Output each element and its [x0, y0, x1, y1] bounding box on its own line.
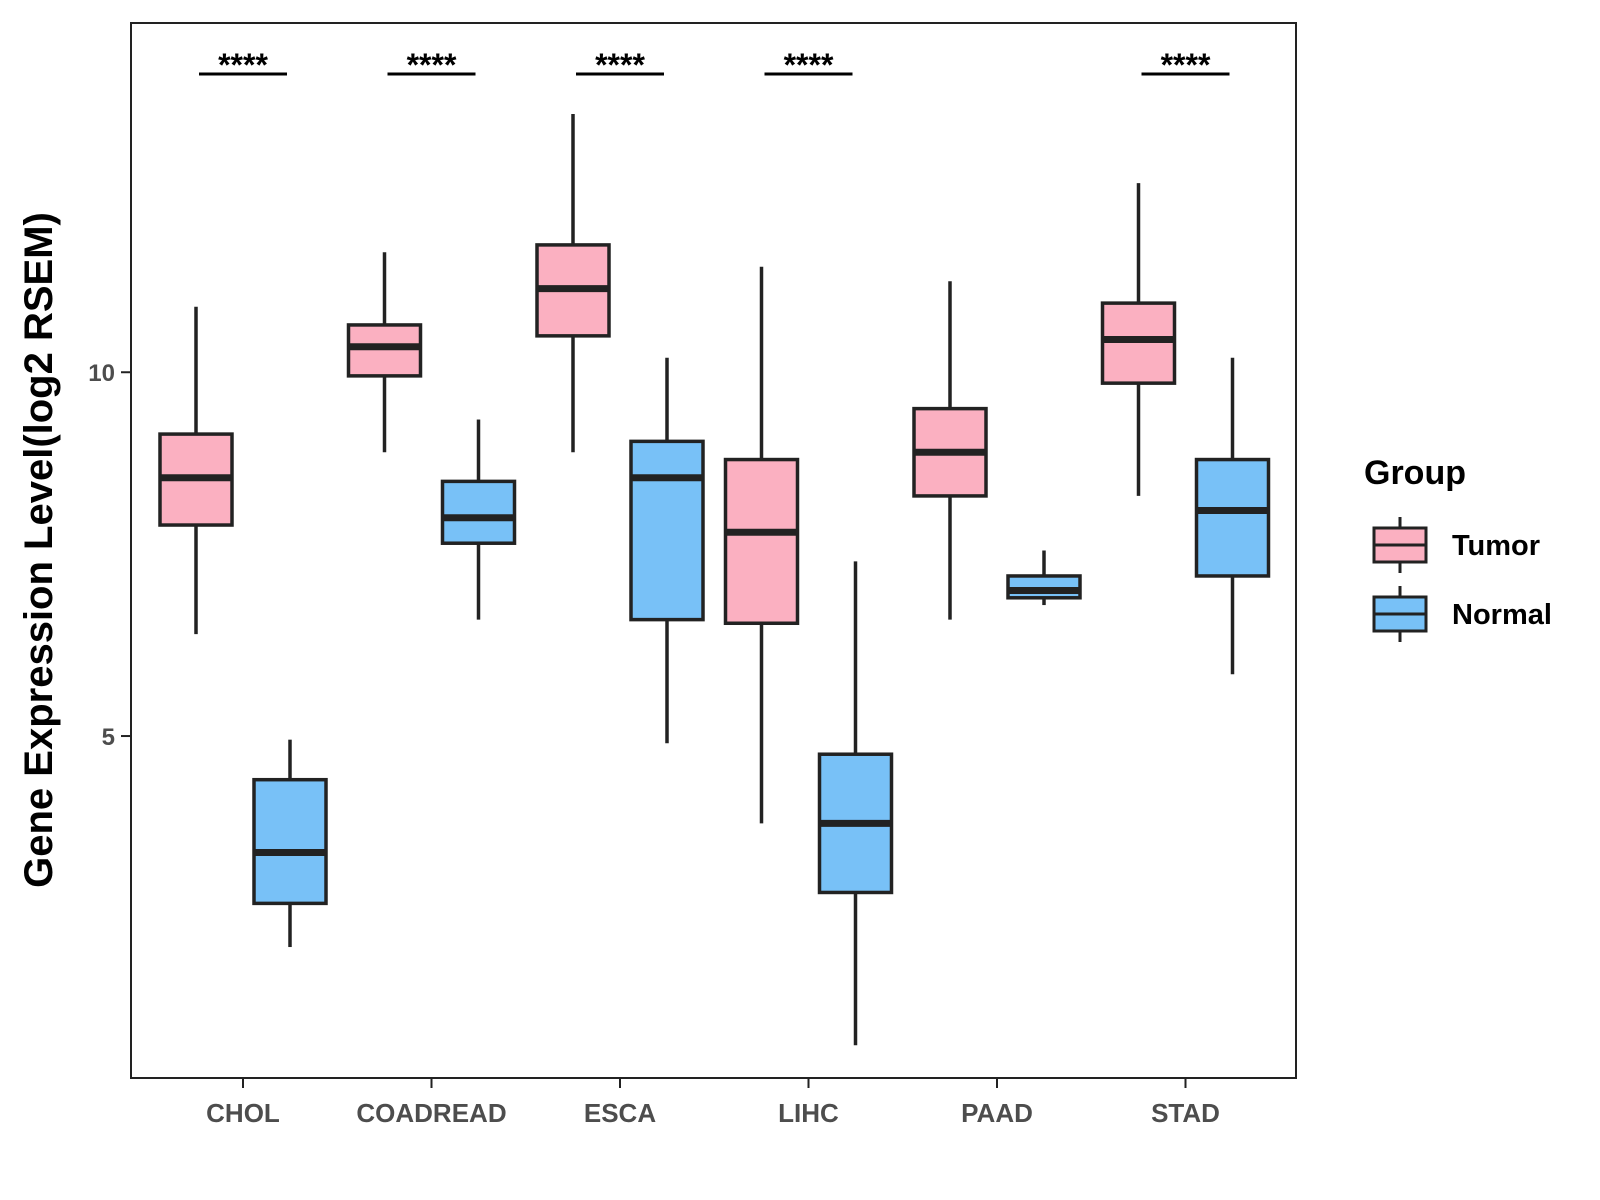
- significance-coadread: ****: [387, 47, 476, 83]
- box-iqr: [723, 457, 800, 626]
- significance-stad: ****: [1141, 47, 1230, 83]
- significance-label: ****: [407, 47, 457, 83]
- y-tick-label: 10: [88, 360, 115, 387]
- y-axis-title: Gene Expression Level(log2 RSEM): [17, 212, 61, 888]
- significance-layer: **** **** **** **** ****: [199, 47, 1230, 83]
- legend-item-normal: Normal: [1372, 586, 1552, 642]
- box-iqr: [440, 479, 517, 545]
- box-tumor-stad: [1100, 183, 1177, 496]
- box-tumor-coadread: [346, 252, 423, 453]
- plot-panel: [130, 22, 1297, 1079]
- significance-label: ****: [1161, 47, 1211, 83]
- boxes-layer: [158, 113, 1271, 1046]
- y-tick-label: 5: [102, 724, 115, 751]
- box-tumor-esca: [535, 113, 611, 453]
- legend-item-tumor: Tumor: [1372, 517, 1540, 573]
- x-tick-label: ESCA: [584, 1098, 656, 1128]
- box-iqr: [1006, 574, 1082, 600]
- x-tick-label: STAD: [1151, 1098, 1220, 1128]
- box-tumor-paad: [912, 281, 988, 620]
- box-tumor-lihc: [723, 266, 800, 824]
- legend: Group Tumor Normal: [1364, 454, 1552, 642]
- box-normal-lihc: [817, 561, 894, 1046]
- box-normal-chol: [252, 739, 328, 948]
- box-iqr: [1100, 301, 1177, 385]
- box-tumor-chol: [158, 306, 234, 635]
- significance-lihc: ****: [764, 47, 853, 83]
- significance-esca: ****: [576, 47, 664, 83]
- x-tick-label: CHOL: [206, 1098, 280, 1128]
- box-normal-paad: [1006, 550, 1082, 606]
- x-axis: CHOL COADREAD ESCA LIHC PAAD STAD: [206, 1078, 1220, 1128]
- x-tick-label: LIHC: [778, 1098, 839, 1128]
- significance-label: ****: [784, 47, 834, 83]
- box-iqr: [252, 777, 328, 906]
- legend-title: Group: [1364, 454, 1466, 492]
- box-iqr: [346, 323, 423, 378]
- box-iqr: [629, 439, 705, 622]
- box-normal-stad: [1194, 357, 1271, 675]
- legend-label: Tumor: [1452, 530, 1540, 562]
- y-axis: 5 10: [88, 360, 131, 751]
- significance-label: ****: [595, 47, 645, 83]
- box-normal-esca: [629, 357, 705, 744]
- legend-label: Normal: [1452, 599, 1552, 631]
- box-normal-coadread: [440, 419, 517, 620]
- significance-label: ****: [218, 47, 268, 83]
- x-tick-label: COADREAD: [356, 1098, 506, 1128]
- significance-chol: ****: [199, 47, 287, 83]
- x-tick-label: PAAD: [961, 1098, 1033, 1128]
- box-iqr: [1194, 457, 1271, 578]
